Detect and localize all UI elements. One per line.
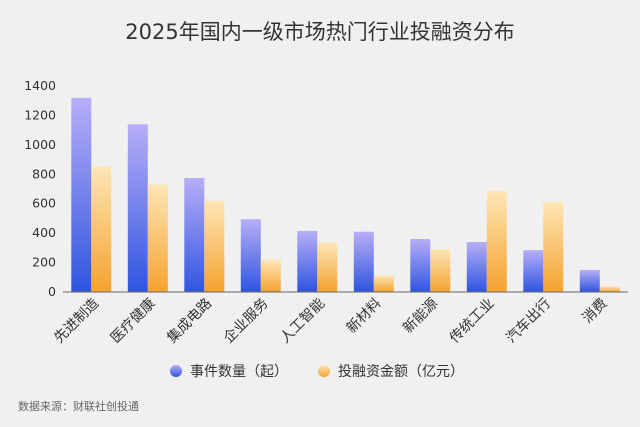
- legend-marker: [170, 365, 182, 377]
- bar-financing-amount: [204, 200, 225, 292]
- bar-event-count: [297, 230, 318, 292]
- y-tick-label: 1000: [24, 137, 56, 152]
- bar-financing-amount: [486, 190, 507, 292]
- y-tick-label: 0: [48, 284, 56, 299]
- y-tick-label: 400: [32, 225, 56, 240]
- y-tick-label: 800: [32, 166, 56, 181]
- bar-event-count: [466, 242, 487, 292]
- legend-marker: [318, 365, 330, 377]
- bar-financing-amount: [260, 259, 281, 292]
- bar-financing-amount: [430, 249, 451, 292]
- source-note: 数据来源：财联社创投通: [18, 399, 139, 413]
- bar-event-count: [410, 239, 431, 292]
- bar-financing-amount: [91, 166, 112, 292]
- legend-label: 事件数量（起）: [190, 364, 288, 380]
- bar-financing-amount: [147, 184, 168, 292]
- y-tick-label: 200: [32, 255, 56, 270]
- legend: 事件数量（起） 投融资金额（亿元）: [170, 364, 464, 380]
- bar-financing-amount: [543, 201, 564, 292]
- bar-event-count: [127, 124, 148, 292]
- y-tick-label: 1200: [24, 107, 56, 122]
- y-tick-label: 1400: [24, 78, 56, 93]
- bar-event-count: [240, 219, 261, 292]
- bars: [71, 97, 620, 292]
- bar-event-count: [184, 178, 205, 292]
- bar-event-count: [523, 250, 544, 292]
- y-axis: 0 200 400 600 800 1000 1200 1400: [24, 78, 56, 299]
- bar-financing-amount: [373, 275, 394, 292]
- bar-financing-amount: [599, 286, 620, 292]
- legend-label: 投融资金额（亿元）: [338, 364, 464, 380]
- legend-item-event-count: 事件数量（起）: [170, 364, 288, 380]
- bar-event-count: [71, 97, 92, 292]
- y-tick-label: 600: [32, 196, 56, 211]
- bar-financing-amount: [317, 242, 338, 292]
- legend-item-financing-amount: 投融资金额（亿元）: [318, 364, 464, 380]
- chart-title: 2025年国内一级市场热门行业投融资分布: [125, 20, 514, 44]
- bar-event-count: [353, 231, 374, 292]
- bar-event-count: [579, 269, 600, 292]
